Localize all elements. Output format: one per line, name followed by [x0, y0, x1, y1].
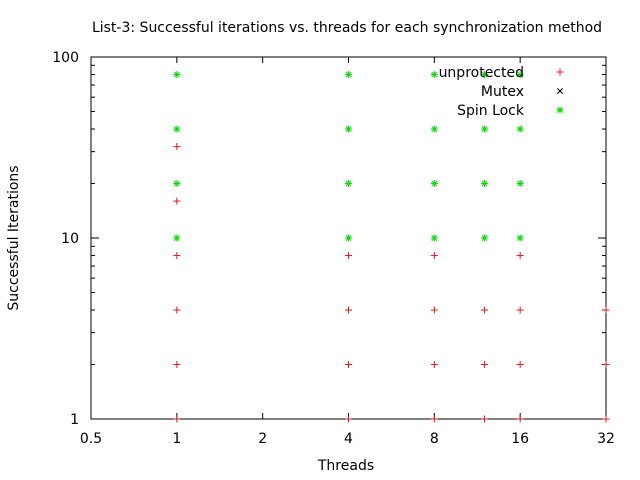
y-axis-ticks: 1 10 100	[52, 50, 606, 428]
unprotected-point	[516, 252, 524, 260]
unprotected-point	[345, 361, 352, 369]
unprotected-point	[602, 361, 610, 369]
unprotected-point	[602, 306, 610, 314]
spin-lock-point	[516, 71, 524, 79]
y-tick-label: 100	[52, 50, 79, 66]
unprotected-point	[602, 415, 610, 423]
unprotected-point	[173, 197, 181, 205]
x-axis-ticks: 0.5 1 2 4 8 16 32	[80, 57, 615, 447]
spin-lock-point	[481, 125, 489, 133]
unprotected-point	[481, 415, 489, 423]
unprotected-point	[481, 361, 489, 369]
x-axis-label: Threads	[317, 458, 374, 474]
unprotected-point	[430, 361, 438, 369]
spin-lock-point	[173, 234, 181, 242]
chart-title: List-3: Successful iterations vs. thread…	[92, 20, 602, 36]
spin-lock-point	[516, 180, 524, 188]
spin-lock-point	[430, 71, 438, 79]
legend: unprotected Mutex Spin Lock	[439, 65, 564, 119]
unprotected-point	[430, 252, 438, 260]
spin-lock-point	[430, 125, 438, 133]
spin-lock-point	[173, 125, 181, 133]
spin-lock-point	[345, 180, 352, 188]
unprotected-point	[345, 252, 352, 260]
spin-lock-point	[173, 71, 181, 79]
legend-label-mutex: Mutex	[481, 84, 524, 100]
legend-marker-unprotected	[556, 68, 564, 76]
y-axis-label: Successful Iterations	[6, 165, 22, 310]
spin-lock-point	[173, 180, 181, 188]
unprotected-point	[173, 361, 181, 369]
spin-lock-point	[481, 180, 489, 188]
legend-label-spin-lock: Spin Lock	[457, 103, 525, 119]
spin-lock-point	[516, 125, 524, 133]
x-tick-label: 0.5	[80, 431, 102, 447]
spin-lock-point	[345, 71, 352, 79]
spin-lock-point	[516, 234, 524, 242]
unprotected-point	[516, 415, 524, 423]
y-tick-label: 10	[61, 231, 79, 247]
spin-lock-point	[430, 180, 438, 188]
x-tick-label: 8	[430, 431, 439, 447]
data-points	[173, 71, 610, 423]
x-tick-label: 16	[511, 431, 529, 447]
unprotected-point	[430, 306, 438, 314]
x-tick-label: 1	[172, 431, 181, 447]
unprotected-point	[345, 306, 352, 314]
legend-marker-mutex	[557, 88, 563, 94]
x-tick-label: 32	[597, 431, 615, 447]
unprotected-point	[173, 143, 181, 151]
unprotected-point	[516, 361, 524, 369]
unprotected-point	[481, 306, 489, 314]
legend-marker-spin-lock	[556, 106, 564, 114]
spin-lock-point	[481, 234, 489, 242]
unprotected-point	[345, 415, 352, 423]
spin-lock-point	[345, 234, 352, 242]
unprotected-point	[173, 415, 181, 423]
x-tick-label: 4	[344, 431, 353, 447]
unprotected-point	[173, 252, 181, 260]
legend-label-unprotected: unprotected	[439, 65, 524, 81]
spin-lock-point	[430, 234, 438, 242]
spin-lock-point	[481, 71, 489, 79]
x-tick-label: 2	[258, 431, 267, 447]
y-tick-label: 1	[70, 412, 79, 428]
spin-lock-point	[345, 125, 352, 133]
unprotected-point	[430, 415, 438, 423]
unprotected-point	[173, 306, 181, 314]
unprotected-point	[516, 306, 524, 314]
